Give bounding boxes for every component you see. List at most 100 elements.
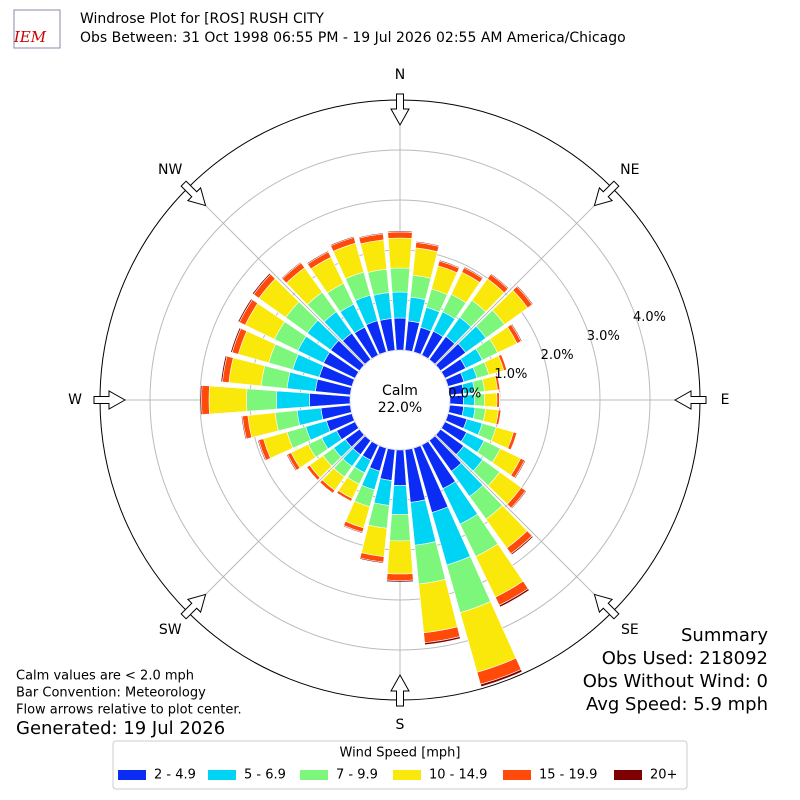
compass-arrow xyxy=(593,180,620,207)
bar-segment xyxy=(309,393,351,407)
bar-segment xyxy=(387,231,413,239)
bar-segment xyxy=(276,390,311,410)
compass-arrow xyxy=(390,673,410,707)
bar-segment xyxy=(306,250,329,265)
bar-segment xyxy=(329,236,355,247)
bar-segment xyxy=(393,317,407,351)
compass-label: S xyxy=(396,717,405,733)
compass-arrow xyxy=(593,593,620,620)
bar-segment xyxy=(497,374,501,391)
spoke xyxy=(187,187,365,365)
bar-segment xyxy=(336,492,352,503)
compass-arrow xyxy=(180,180,207,207)
bar-segment xyxy=(201,385,210,415)
spoke xyxy=(435,187,613,365)
compass-label: N xyxy=(395,67,405,83)
summary-line: Obs Without Wind: 0 xyxy=(583,671,768,692)
r-tick-label: 2.0% xyxy=(541,348,574,363)
bar-segment xyxy=(342,525,363,534)
bar-segment xyxy=(246,388,278,412)
legend-label: 2 - 4.9 xyxy=(154,768,196,783)
bar-segment xyxy=(358,232,384,239)
bar-segment xyxy=(516,285,534,306)
spoke xyxy=(187,435,365,613)
bar-segment xyxy=(389,513,411,542)
legend-label: 15 - 19.9 xyxy=(539,768,597,783)
generated: Generated: 19 Jul 2026 xyxy=(16,718,225,739)
bar-segment xyxy=(386,579,414,583)
note: Flow arrows relative to plot center. xyxy=(16,703,242,718)
bar-segment xyxy=(480,669,523,688)
bar-segment xyxy=(281,261,302,280)
bar-segment xyxy=(461,406,476,419)
bar-segment xyxy=(208,385,248,415)
legend-swatch xyxy=(300,770,328,780)
bar-segment xyxy=(305,466,318,481)
summary-line: Avg Speed: 5.9 mph xyxy=(586,694,768,715)
bar-segment xyxy=(237,298,253,323)
bar-segment xyxy=(257,439,267,462)
bar-segment xyxy=(418,578,458,634)
bar-segment xyxy=(386,540,414,575)
bar-segment xyxy=(510,535,534,556)
bar-segment xyxy=(228,357,266,387)
bar-segment xyxy=(391,484,409,515)
legend-swatch xyxy=(118,770,146,780)
bar-segment xyxy=(498,588,530,608)
legend-label: 20+ xyxy=(650,768,677,783)
bar-segment xyxy=(414,541,446,585)
bar-segment xyxy=(367,268,390,296)
bar-segment xyxy=(387,237,413,269)
bar-segment xyxy=(393,449,407,486)
bar-segment xyxy=(498,392,501,408)
legend-title: Wind Speed [mph] xyxy=(340,746,461,761)
compass-label: SW xyxy=(159,622,182,638)
legend-swatch xyxy=(393,770,421,780)
compass-label: E xyxy=(721,392,730,408)
grid-ring xyxy=(149,149,651,651)
bar-segment xyxy=(490,273,510,290)
compass-label: SE xyxy=(621,622,639,638)
legend-swatch xyxy=(614,770,642,780)
spoke xyxy=(435,435,613,613)
bar-segment xyxy=(390,267,410,293)
bar-segment xyxy=(251,272,272,295)
bar-segment xyxy=(463,266,484,279)
r-tick-label: 1.0% xyxy=(494,367,527,382)
bar-segment xyxy=(319,482,334,495)
bar-segment xyxy=(424,636,461,646)
calm-circle xyxy=(351,351,449,449)
bar-segment xyxy=(391,291,409,319)
bar-segment xyxy=(240,415,247,440)
legend-swatch xyxy=(208,770,236,780)
bar-segment xyxy=(412,247,438,279)
bar-segment xyxy=(367,502,390,529)
title: Windrose Plot for [ROS] RUSH CITY xyxy=(80,11,324,27)
bar-segment xyxy=(510,323,523,342)
compass-label: NW xyxy=(158,162,182,178)
bar-segment xyxy=(386,573,414,581)
bar-segment xyxy=(514,459,526,479)
bar-segment xyxy=(438,259,461,269)
bar-segment xyxy=(230,327,242,353)
summary-line: Obs Used: 218092 xyxy=(602,648,768,669)
bar-segment xyxy=(483,392,498,408)
bar-segment xyxy=(220,355,228,383)
bar-segment xyxy=(199,385,203,415)
bar-segment xyxy=(510,490,527,510)
compass-arrow xyxy=(673,390,707,410)
legend-label: 7 - 9.9 xyxy=(336,768,378,783)
bar-segment xyxy=(274,410,301,432)
bar-segment xyxy=(387,230,413,233)
note: Bar Convention: Meteorology xyxy=(16,686,206,701)
legend-label: 5 - 6.9 xyxy=(244,768,286,783)
calm-value: 22.0% xyxy=(378,400,422,416)
summary-title: Summary xyxy=(681,625,768,646)
bar-segment xyxy=(286,453,298,472)
bar-segment xyxy=(498,409,502,426)
bar-segment xyxy=(500,353,508,371)
bar-segment xyxy=(360,239,388,273)
r-tick-label: 4.0% xyxy=(633,310,666,325)
compass-arrow xyxy=(93,390,127,410)
